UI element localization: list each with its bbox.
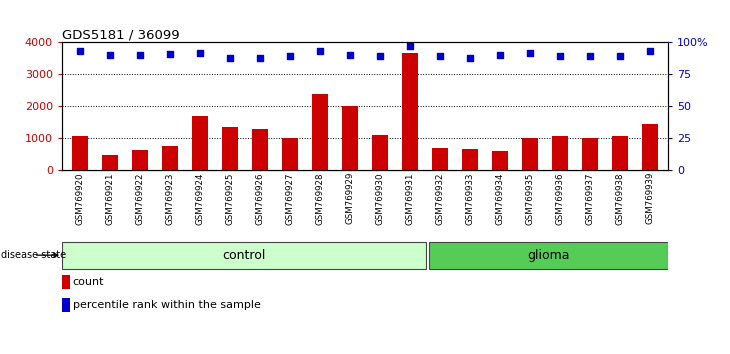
- Bar: [372, 135, 388, 170]
- Bar: [429, 242, 668, 269]
- Point: [404, 44, 416, 49]
- Text: GSM769929: GSM769929: [345, 172, 355, 224]
- Point: [524, 50, 536, 56]
- Bar: [402, 53, 418, 170]
- Bar: [72, 136, 88, 170]
- Bar: [642, 124, 658, 170]
- Bar: [492, 151, 508, 170]
- Point: [254, 55, 266, 61]
- Text: GSM769938: GSM769938: [615, 172, 624, 224]
- Bar: [101, 155, 118, 170]
- Point: [494, 52, 506, 58]
- Text: count: count: [73, 277, 104, 287]
- Point: [464, 55, 476, 61]
- Text: GSM769921: GSM769921: [106, 172, 115, 224]
- Text: GSM769920: GSM769920: [75, 172, 85, 224]
- Text: GDS5181 / 36099: GDS5181 / 36099: [62, 28, 180, 41]
- Bar: [162, 146, 178, 170]
- Text: GSM769926: GSM769926: [255, 172, 264, 224]
- Point: [434, 54, 446, 59]
- Text: GSM769932: GSM769932: [436, 172, 445, 224]
- Bar: [62, 298, 69, 312]
- Bar: [62, 275, 69, 289]
- Point: [134, 52, 146, 58]
- Text: GSM769935: GSM769935: [526, 172, 534, 224]
- Text: control: control: [223, 249, 266, 262]
- Bar: [282, 138, 299, 170]
- Text: GSM769925: GSM769925: [226, 172, 234, 224]
- Text: GSM769937: GSM769937: [585, 172, 594, 224]
- Point: [194, 50, 206, 56]
- Text: GSM769931: GSM769931: [405, 172, 415, 224]
- Text: percentile rank within the sample: percentile rank within the sample: [73, 300, 261, 310]
- Text: GSM769936: GSM769936: [556, 172, 564, 224]
- Bar: [552, 136, 568, 170]
- Point: [644, 48, 656, 54]
- Point: [374, 54, 386, 59]
- Point: [74, 48, 86, 54]
- Bar: [431, 148, 448, 170]
- Text: GSM769924: GSM769924: [196, 172, 204, 224]
- Bar: [62, 242, 426, 269]
- Point: [614, 54, 626, 59]
- Point: [284, 54, 296, 59]
- Bar: [582, 138, 598, 170]
- Bar: [132, 150, 148, 170]
- Bar: [522, 138, 538, 170]
- Bar: [192, 116, 208, 170]
- Bar: [342, 106, 358, 170]
- Point: [584, 54, 596, 59]
- Bar: [252, 130, 268, 170]
- Text: GSM769939: GSM769939: [645, 172, 655, 224]
- Point: [224, 55, 236, 61]
- Bar: [312, 94, 328, 170]
- Point: [314, 48, 326, 54]
- Text: GSM769928: GSM769928: [315, 172, 325, 224]
- Bar: [462, 149, 478, 170]
- Text: GSM769934: GSM769934: [496, 172, 504, 224]
- Point: [164, 51, 176, 57]
- Text: GSM769933: GSM769933: [466, 172, 474, 224]
- Text: disease state: disease state: [1, 250, 66, 260]
- Text: GSM769922: GSM769922: [136, 172, 145, 224]
- Point: [554, 54, 566, 59]
- Text: GSM769930: GSM769930: [375, 172, 385, 224]
- Text: GSM769927: GSM769927: [285, 172, 294, 224]
- Text: GSM769923: GSM769923: [166, 172, 174, 224]
- Point: [104, 52, 116, 58]
- Bar: [612, 136, 629, 170]
- Point: [344, 52, 356, 58]
- Text: glioma: glioma: [528, 249, 570, 262]
- Bar: [222, 127, 238, 170]
